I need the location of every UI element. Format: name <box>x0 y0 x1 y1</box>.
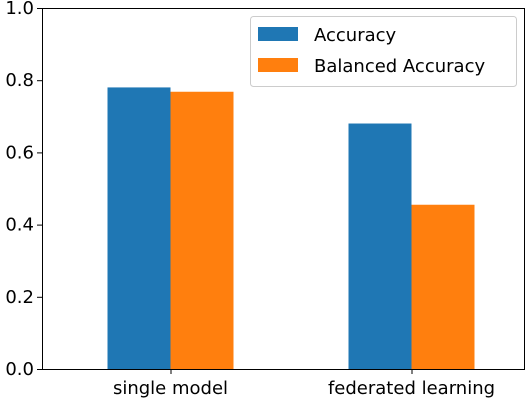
bar-accuracy <box>348 123 412 370</box>
bar-accuracy <box>107 87 171 370</box>
y-tick-label: 1.0 <box>5 0 34 19</box>
x-tick-label: federated learning <box>328 378 495 399</box>
legend-swatch <box>258 58 298 72</box>
y-tick-label: 0.6 <box>5 142 34 163</box>
y-tick-label: 0.4 <box>5 215 34 236</box>
legend: Accuracy Balanced Accuracy <box>250 16 517 87</box>
legend-swatch <box>258 27 298 41</box>
y-tick-label: 0.0 <box>5 359 34 380</box>
x-tick-label: single model <box>113 378 228 399</box>
legend-label: Accuracy <box>314 25 397 46</box>
legend-box <box>250 16 517 87</box>
bar-balanced-accuracy <box>411 204 475 369</box>
legend-label: Balanced Accuracy <box>314 56 485 77</box>
y-tick-label: 0.2 <box>5 287 34 308</box>
bar-series-group <box>107 87 475 370</box>
bar-balanced-accuracy <box>170 91 234 369</box>
x-axis: single model federated learning <box>113 369 495 399</box>
y-tick-label: 0.8 <box>5 70 34 91</box>
plot-frame <box>42 8 525 370</box>
y-axis: 0.0 0.2 0.4 0.6 0.8 1.0 <box>5 0 42 380</box>
